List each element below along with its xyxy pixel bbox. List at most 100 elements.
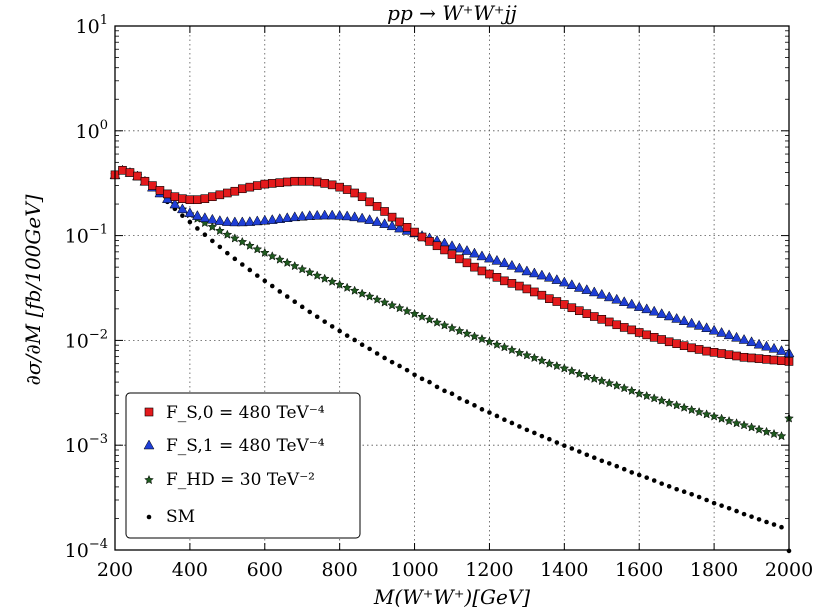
y-tick-exponent: −1 (89, 223, 108, 238)
data-point-triangle (603, 291, 615, 302)
data-point-dot (419, 376, 425, 382)
data-point-star (761, 426, 772, 437)
data-point-square (193, 195, 202, 205)
x-tick-label: 1200 (465, 559, 513, 581)
data-point-triangle (513, 262, 525, 273)
data-point-star (214, 225, 225, 236)
data-point-dot (254, 273, 260, 278)
data-point-triangle (454, 242, 465, 253)
data-point-triangle (731, 331, 743, 342)
data-point-square (282, 177, 292, 187)
data-point-square (200, 194, 210, 203)
data-point-star (574, 368, 585, 378)
data-point-square (387, 212, 397, 222)
data-point-triangle (214, 215, 226, 225)
data-point-triangle (633, 301, 645, 311)
data-point-dot (524, 427, 530, 433)
data-point-triangle (311, 209, 323, 220)
data-point-star (462, 328, 472, 338)
data-point-dot (741, 511, 747, 517)
data-point-dot (621, 466, 627, 472)
data-point-square (634, 328, 644, 337)
data-point-triangle (221, 216, 233, 226)
data-point-dot (307, 309, 313, 315)
data-point-square (762, 355, 771, 364)
data-point-star (686, 404, 697, 415)
data-point-triangle (716, 326, 728, 337)
data-point-dot (457, 396, 462, 401)
data-point-triangle (588, 286, 600, 297)
data-point-triangle (371, 216, 383, 226)
data-point-square (769, 355, 779, 365)
data-point-triangle (356, 212, 368, 223)
data-point-square (612, 320, 622, 330)
data-point-star (716, 413, 727, 423)
data-point-square (297, 176, 307, 186)
data-point-square (432, 241, 442, 251)
data-point-dot (202, 232, 208, 237)
data-point-dot (464, 399, 470, 405)
data-point-dot (756, 517, 762, 522)
data-point-square (702, 346, 711, 356)
data-point-dot (569, 446, 575, 451)
data-point-star (387, 300, 397, 310)
data-point-square (230, 186, 240, 196)
data-point-square (470, 262, 479, 272)
data-point-triangle (379, 218, 391, 228)
data-point-triangle (446, 240, 458, 251)
data-point-dot (404, 367, 410, 373)
data-point-square (380, 207, 389, 216)
data-point-dot (374, 351, 380, 356)
data-point-square (485, 269, 494, 279)
data-point-square (365, 197, 374, 207)
data-point-dot (427, 379, 432, 385)
data-point-square (687, 343, 696, 353)
data-point-triangle (484, 252, 495, 263)
data-point-triangle (573, 281, 585, 292)
data-point-star (304, 267, 315, 277)
data-point-triangle (686, 317, 698, 328)
data-point-star (424, 314, 435, 324)
data-point-dot (284, 294, 290, 299)
data-point-square (440, 245, 449, 255)
data-point-star (432, 317, 442, 327)
data-point-square (455, 254, 464, 264)
data-point-square (320, 179, 329, 188)
data-point-dot (517, 424, 522, 429)
data-point-triangle (641, 303, 653, 314)
data-point-star (282, 257, 293, 267)
x-tick-label: 1800 (690, 559, 738, 581)
data-point-triangle (281, 212, 293, 223)
data-point-dot (240, 262, 245, 267)
data-point-dot (749, 514, 754, 519)
x-tick-label: 1600 (615, 559, 663, 581)
data-point-star (409, 308, 420, 319)
data-point-square (492, 273, 502, 282)
data-point-triangle (596, 288, 608, 299)
y-tick-exponent: 0 (100, 118, 108, 133)
data-point-dot (247, 267, 253, 273)
data-point-star (536, 355, 547, 365)
data-point-dot (554, 440, 560, 445)
data-point-square (223, 188, 232, 198)
data-point-triangle (476, 250, 488, 261)
data-point-square (597, 314, 607, 324)
data-point-star (237, 236, 248, 247)
data-point-star (529, 352, 540, 363)
data-point-star (611, 380, 622, 390)
data-point-square (275, 178, 285, 187)
data-point-dot (479, 407, 485, 412)
data-point-triangle (723, 329, 735, 340)
y-tick-label: 10−1 (65, 223, 108, 248)
y-tick-base: 10 (65, 330, 89, 352)
data-point-dot (539, 433, 545, 439)
data-point-triangle (521, 265, 533, 276)
data-point-triangle (551, 274, 563, 284)
data-point-dot (681, 489, 687, 494)
data-point-star (626, 385, 637, 396)
data-point-star (776, 430, 787, 441)
data-point-square (140, 176, 150, 186)
data-point-star (671, 400, 682, 410)
data-point-triangle (678, 315, 690, 325)
